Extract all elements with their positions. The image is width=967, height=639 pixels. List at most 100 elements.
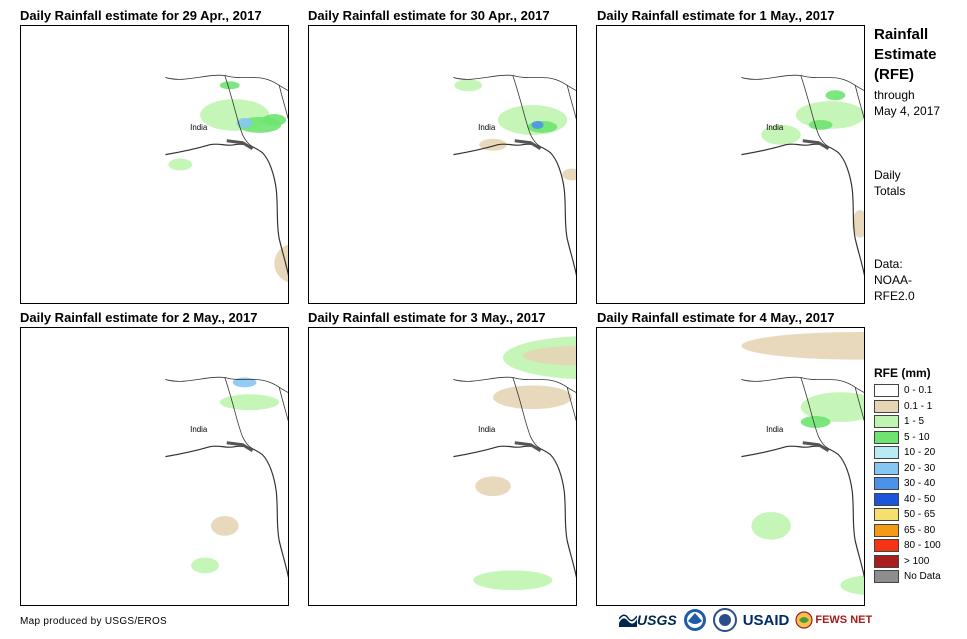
fewsnet-logo-text: FEWS NET [815,614,873,626]
rainfall-area [800,416,831,428]
legend-label: No Data [904,571,941,583]
legend-label: 50 - 65 [904,509,936,521]
rainfall-area [219,394,280,411]
sidebar-title-line2: Estimate [874,46,937,63]
panel-title-3: Daily Rainfall estimate for 1 May., 2017 [597,8,835,23]
rainfall-area [191,557,219,574]
country-border [800,75,829,148]
sidebar-title-line3: (RFE) [874,66,914,83]
legend-item: 80 - 100 [874,538,941,554]
legend-swatch [874,446,899,460]
map-panel-4: ChinaIndiaMyanmarThailandCambodia [20,327,289,606]
sidebar-data-src2: RFE2.0 [874,289,915,303]
legend-item: No Data [874,569,941,585]
legend-label: > 100 [904,555,930,567]
legend-label: 65 - 80 [904,524,936,536]
sidebar-data-label: Data: [874,257,903,271]
logo-bar: USGS USAID FEWS NET [619,606,872,634]
usaid-logo: USAID [743,612,790,629]
country-border [512,377,541,450]
map-panel-3: ChinaIndiaMyanmarThailandCambodia [596,25,865,304]
rainfall-area [493,385,573,410]
rainfall-area [475,476,511,497]
rainfall-area [219,81,240,90]
legend-label: 40 - 50 [904,493,936,505]
map-label-india: India [478,123,496,132]
delta-region [514,139,542,150]
legend-item: 65 - 80 [874,523,941,539]
rainfall-area [562,168,576,181]
map-panel-6: ChinaIndiaMyanmarThailandCambodia [596,327,865,606]
legend-item: 5 - 10 [874,430,941,446]
legend-item: 30 - 40 [874,476,941,492]
coastline [453,445,576,578]
sidebar-title-line1: Rainfall [874,26,929,43]
usgs-logo-text: USGS [637,612,677,628]
rainfall-area [808,119,833,130]
legend-label: 0 - 0.1 [904,385,933,397]
country-border [512,75,541,148]
rainfall-area [751,512,791,540]
fewsnet-logo: FEWS NET [795,611,872,629]
panel-title-1: Daily Rainfall estimate for 29 Apr., 201… [20,8,262,23]
legend-item: 0 - 0.1 [874,383,941,399]
sidebar-through-label: through [874,88,915,102]
legend-swatch [874,477,899,491]
map-label-india: India [766,123,784,132]
rainfall-area [852,210,864,238]
legend-label: 30 - 40 [904,478,936,490]
sidebar-daily: Daily Totals [874,167,905,199]
rainfall-area [800,392,864,422]
legend-label: 0.1 - 1 [904,400,933,412]
legend-item: 50 - 65 [874,507,941,523]
legend-label: 5 - 10 [904,431,930,443]
rainfall-area [236,118,253,128]
usgs-wave-icon [619,614,637,627]
panel-title-2: Daily Rainfall estimate for 30 Apr., 201… [308,8,550,23]
legend-item: 40 - 50 [874,492,941,508]
legend-item: 0.1 - 1 [874,399,941,415]
coastline [741,445,864,578]
rainfall-area [232,377,257,388]
legend-title: RFE (mm) [874,366,931,380]
legend-item: 1 - 5 [874,414,941,430]
fewsnet-globe-icon [795,611,813,629]
sidebar-daily-label: Daily [874,168,901,182]
rainfall-area [168,158,193,171]
map-label-india: India [190,425,208,434]
noaa-logo-icon [683,609,706,631]
sidebar-data-source: Data: NOAA- RFE2.0 [874,256,915,304]
legend-swatch [874,384,899,398]
legend-label: 10 - 20 [904,447,936,459]
sidebar-through: through May 4, 2017 [874,87,940,119]
map-credit: Map produced by USGS/EROS [20,616,168,627]
legend-swatch [874,492,899,506]
coastline [165,445,288,578]
rainfall-area [825,90,846,101]
rainfall-area [741,331,864,360]
usaid-logo-text: USAID [742,611,790,629]
country-border [224,75,253,148]
legend-swatch [874,430,899,444]
dept-seal-icon [712,608,737,632]
rainfall-area [473,570,553,591]
legend-label: 20 - 30 [904,462,936,474]
map-panel-2: ChinaIndiaMyanmarThailandCambodia [308,25,577,304]
legend-swatch [874,523,899,537]
map-panel-5: ChinaIndiaMyanmarThailandCambodia [308,327,577,606]
rainfall-area [840,575,864,595]
map-label-india: India [766,425,784,434]
legend-swatch [874,415,899,429]
coastline [741,143,864,276]
usgs-logo: USGS [619,612,677,628]
legend-swatch [874,554,899,568]
sidebar-date: May 4, 2017 [874,104,941,118]
country-border [224,377,253,450]
legend: RFE (mm) 0 - 0.1 0.1 - 1 1 - 5 5 - 10 10 - 2… [874,366,941,585]
legend-item: > 100 [874,554,941,570]
legend-swatch [874,539,899,553]
delta-region [226,441,254,452]
country-border [165,74,288,91]
delta-region [514,441,542,452]
rainfall-area [761,124,801,145]
